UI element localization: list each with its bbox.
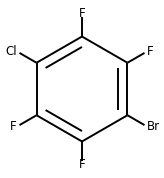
Text: F: F xyxy=(79,7,85,20)
Text: F: F xyxy=(79,158,85,171)
Text: F: F xyxy=(147,45,154,58)
Text: Cl: Cl xyxy=(5,45,17,58)
Text: F: F xyxy=(10,120,17,133)
Text: Br: Br xyxy=(147,120,160,133)
